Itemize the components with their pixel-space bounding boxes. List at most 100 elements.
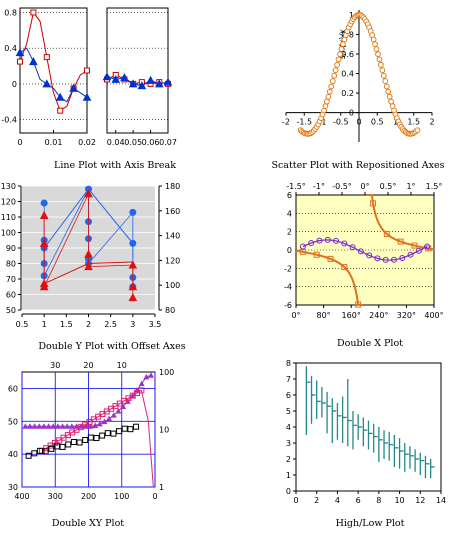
y-tick-label: -0.4 bbox=[1, 116, 17, 125]
caption-line-plot: Line Plot with Axis Break bbox=[54, 160, 176, 171]
cotangent-curve bbox=[295, 249, 364, 306]
cotangent-marker bbox=[370, 200, 377, 207]
series-1-point bbox=[40, 199, 48, 207]
y-tick-label: 2 bbox=[286, 455, 291, 464]
x-bottom-tick-label: 400° bbox=[424, 311, 443, 320]
y-tick-label: 1 bbox=[349, 11, 354, 20]
x-bottom-tick-label: 400 bbox=[14, 492, 29, 501]
y-right-tick-label: 100 bbox=[165, 281, 180, 290]
scatter-point bbox=[388, 98, 394, 105]
y-right-tick-label: 160 bbox=[165, 207, 180, 216]
x-tick-label: 0.5 bbox=[371, 118, 384, 127]
scatter-point bbox=[337, 51, 343, 58]
y-left-tick-label: 60 bbox=[8, 384, 18, 393]
y-tick-label: 0 bbox=[12, 80, 17, 89]
black-marker bbox=[99, 432, 106, 439]
black-marker bbox=[36, 447, 43, 454]
x-tick-label: 0.05 bbox=[124, 138, 142, 147]
purple-marker bbox=[40, 423, 47, 429]
x-top-tick-label: -0.5° bbox=[332, 182, 352, 191]
scatter-point bbox=[380, 72, 387, 79]
sine-marker bbox=[415, 247, 422, 254]
purple-marker bbox=[64, 423, 71, 429]
plot-area-1 bbox=[19, 7, 88, 134]
x-tick-label: 0.04 bbox=[107, 138, 125, 147]
series-2-point bbox=[39, 282, 49, 291]
x-tick-label: 8 bbox=[376, 496, 381, 505]
x-top-tick-label: 20 bbox=[83, 361, 93, 370]
scatter-point bbox=[329, 78, 336, 84]
x-tick-label: -2 bbox=[282, 118, 290, 127]
series-1-point bbox=[43, 54, 50, 61]
x-tick-label: 4 bbox=[335, 496, 340, 505]
purple-marker bbox=[92, 422, 99, 428]
x-bottom-tick-label: 320° bbox=[397, 311, 416, 320]
purple-marker bbox=[148, 372, 155, 378]
cotangent-marker bbox=[397, 238, 404, 245]
black-marker bbox=[127, 426, 134, 433]
y-tick-label: 2 bbox=[287, 228, 292, 237]
sine-marker bbox=[399, 254, 406, 261]
purple-marker bbox=[22, 423, 29, 429]
sine-marker bbox=[374, 255, 381, 262]
purple-marker bbox=[120, 403, 127, 409]
purple-marker bbox=[96, 420, 103, 427]
purple-marker bbox=[87, 423, 94, 429]
x-tick-label: 1.5 bbox=[407, 118, 420, 127]
y-tick-label: 4 bbox=[286, 423, 291, 432]
caption-double-x: Double X Plot bbox=[337, 338, 403, 349]
x-tick-label: -1.5 bbox=[296, 118, 312, 127]
y-right-tick-label: 10 bbox=[159, 426, 169, 435]
series-1-point bbox=[129, 208, 137, 216]
y-tick-label: 0.2 bbox=[341, 89, 354, 98]
scatter-point bbox=[385, 88, 392, 95]
series-2-point bbox=[29, 57, 38, 66]
sine-marker bbox=[390, 256, 397, 263]
x-bottom-tick-label: 0 bbox=[152, 492, 157, 501]
x-bottom-tick-label: 160° bbox=[342, 311, 361, 320]
x-top-tick-label: 0° bbox=[360, 182, 369, 191]
series-2-point bbox=[42, 79, 52, 88]
series-2-point bbox=[120, 73, 129, 82]
scatter-point bbox=[379, 67, 386, 74]
series-1-point bbox=[57, 107, 64, 114]
black-marker bbox=[116, 428, 123, 435]
x-tick-label: 2 bbox=[86, 320, 91, 329]
y-left-tick-label: 80 bbox=[6, 260, 16, 269]
black-marker bbox=[82, 437, 89, 444]
scatter-point bbox=[383, 83, 390, 90]
purple-marker bbox=[101, 418, 108, 425]
y-tick-label: -6 bbox=[284, 301, 292, 310]
y-tick-label: 0 bbox=[287, 246, 292, 255]
sine-marker bbox=[349, 244, 356, 251]
sine-marker bbox=[333, 237, 340, 244]
purple-marker bbox=[68, 423, 75, 429]
series-2-range-line bbox=[43, 193, 89, 287]
series-2-point bbox=[146, 75, 155, 84]
sine-curve bbox=[302, 239, 428, 261]
scatter-point bbox=[414, 127, 421, 134]
x-tick-label: 10 bbox=[394, 496, 404, 505]
x-bottom-tick-label: 80° bbox=[317, 311, 331, 320]
y-left-tick-label: 70 bbox=[6, 275, 16, 284]
scatter-point bbox=[378, 61, 384, 68]
y-left-tick-label: 60 bbox=[6, 291, 16, 300]
double-xy-plot-panel: 400 300 200 100 0 30 20 10 30 40 50 60 1 10 100 bbox=[8, 361, 174, 501]
scatter-point bbox=[382, 78, 389, 84]
purple-marker bbox=[50, 423, 57, 429]
x-top-tick-label: -1° bbox=[313, 182, 325, 191]
x-tick-label: 0.07 bbox=[159, 138, 177, 147]
black-marker bbox=[110, 430, 117, 437]
purple-marker bbox=[54, 423, 61, 429]
x-tick-label: 0.06 bbox=[142, 138, 160, 147]
black-marker bbox=[93, 435, 100, 442]
series-2-point bbox=[154, 79, 164, 88]
scatter-point bbox=[386, 93, 393, 100]
x-top-tick-label: 30 bbox=[50, 361, 60, 370]
series-2-point bbox=[102, 72, 112, 81]
y-tick-label: 0.6 bbox=[341, 50, 354, 59]
caption-double-y: Double Y Plot with Offset Axes bbox=[38, 341, 185, 352]
y-tick-label: 8 bbox=[286, 359, 291, 368]
series-2-range-line bbox=[88, 264, 133, 267]
